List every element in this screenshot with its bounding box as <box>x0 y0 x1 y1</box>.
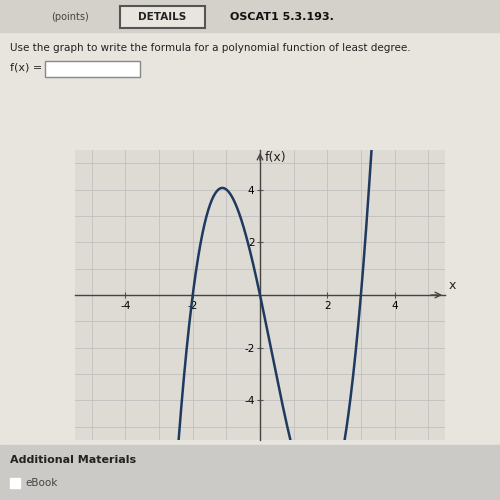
FancyBboxPatch shape <box>120 6 205 28</box>
Text: f(x) =: f(x) = <box>10 63 42 73</box>
Text: f(x): f(x) <box>265 152 286 164</box>
Bar <box>10 478 20 488</box>
Text: x: x <box>448 280 456 292</box>
Text: DETAILS: DETAILS <box>138 12 186 22</box>
FancyBboxPatch shape <box>45 61 140 77</box>
Text: Additional Materials: Additional Materials <box>10 455 136 465</box>
Text: OSCAT1 5.3.193.: OSCAT1 5.3.193. <box>230 12 334 22</box>
Text: Use the graph to write the formula for a polynomial function of least degree.: Use the graph to write the formula for a… <box>10 43 410 53</box>
Text: eBook: eBook <box>25 478 58 488</box>
Bar <box>0 0 500 32</box>
Bar <box>0 445 500 500</box>
Text: (points): (points) <box>51 12 89 22</box>
